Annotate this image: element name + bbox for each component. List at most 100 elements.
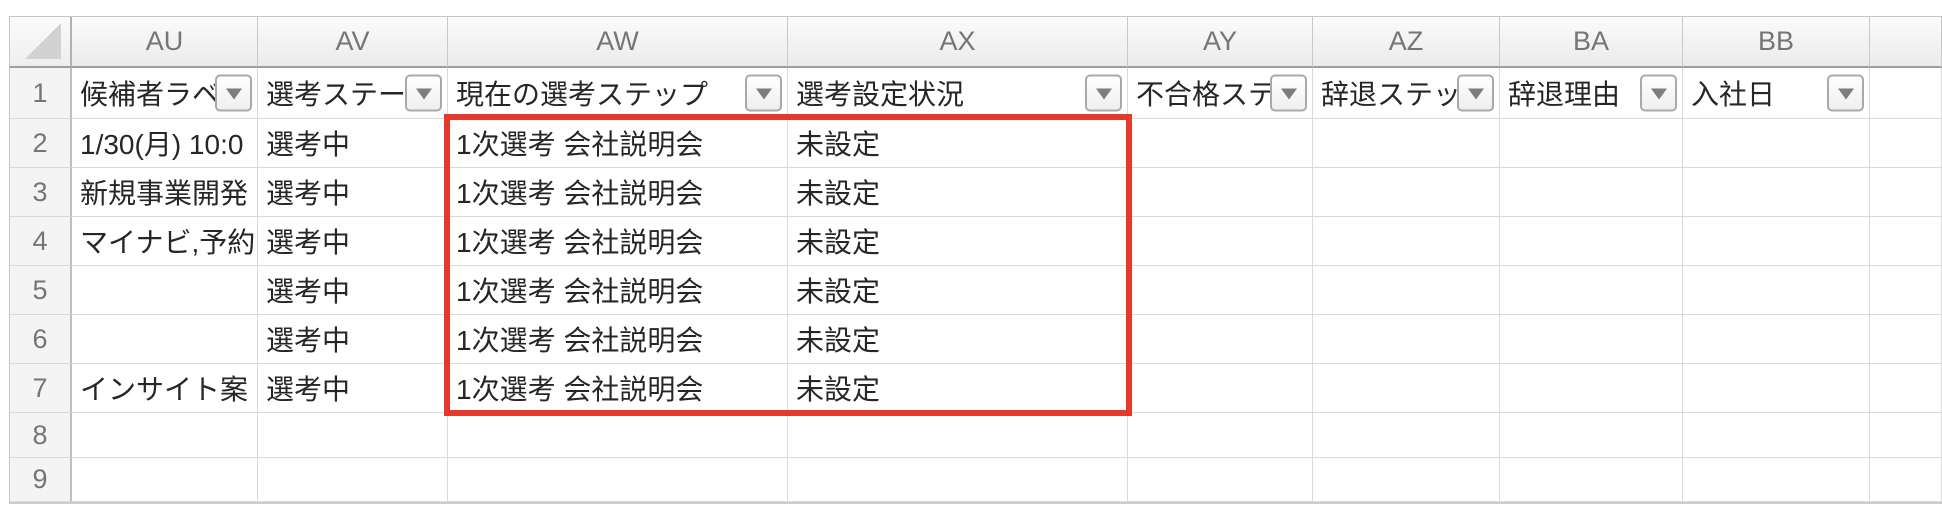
cell-partial-8[interactable] bbox=[1870, 413, 1942, 458]
cell-AZ9[interactable] bbox=[1313, 458, 1500, 502]
column-header-partial[interactable] bbox=[1870, 17, 1942, 68]
column-header-BA[interactable]: BA bbox=[1500, 17, 1683, 68]
cell-AU9[interactable] bbox=[72, 458, 258, 502]
cell-AX8[interactable] bbox=[788, 413, 1128, 458]
cell-AW4[interactable]: 1次選考 会社説明会 bbox=[448, 217, 788, 266]
cell-AW9[interactable] bbox=[448, 458, 788, 502]
cell-partial-4[interactable] bbox=[1870, 217, 1942, 266]
filter-button-BA[interactable] bbox=[1640, 74, 1677, 112]
row-header-7[interactable]: 7 bbox=[10, 364, 72, 413]
cell-AU7[interactable]: インサイト案 bbox=[72, 364, 258, 413]
cell-AZ1[interactable]: 辞退ステッ bbox=[1313, 68, 1500, 119]
cell-AZ8[interactable] bbox=[1313, 413, 1500, 458]
cell-BA2[interactable] bbox=[1500, 119, 1683, 168]
cell-AX3[interactable]: 未設定 bbox=[788, 168, 1128, 217]
row-header-6[interactable]: 6 bbox=[10, 315, 72, 364]
filter-button-AZ[interactable] bbox=[1457, 74, 1494, 112]
filter-button-AY[interactable] bbox=[1270, 74, 1307, 112]
cell-AY7[interactable] bbox=[1128, 364, 1313, 413]
row-header-3[interactable]: 3 bbox=[10, 168, 72, 217]
filter-button-AV[interactable] bbox=[405, 74, 442, 112]
cell-AY8[interactable] bbox=[1128, 413, 1313, 458]
filter-button-AX[interactable] bbox=[1085, 74, 1122, 112]
cell-BA1[interactable]: 辞退理由 bbox=[1500, 68, 1683, 119]
column-header-AZ[interactable]: AZ bbox=[1313, 17, 1500, 68]
cell-BB7[interactable] bbox=[1683, 364, 1870, 413]
cell-AU2[interactable]: 1/30(月) 10:0 bbox=[72, 119, 258, 168]
cell-BB8[interactable] bbox=[1683, 413, 1870, 458]
cell-AX6[interactable]: 未設定 bbox=[788, 315, 1128, 364]
cell-AZ6[interactable] bbox=[1313, 315, 1500, 364]
cell-AV9[interactable] bbox=[258, 458, 448, 502]
cell-partial-5[interactable] bbox=[1870, 266, 1942, 315]
row-header-2[interactable]: 2 bbox=[10, 119, 72, 168]
filter-button-BB[interactable] bbox=[1827, 74, 1864, 112]
cell-AV4[interactable]: 選考中 bbox=[258, 217, 448, 266]
cell-AX9[interactable] bbox=[788, 458, 1128, 502]
cell-AZ3[interactable] bbox=[1313, 168, 1500, 217]
column-header-BB[interactable]: BB bbox=[1683, 17, 1870, 68]
column-header-AU[interactable]: AU bbox=[72, 17, 258, 68]
cell-BA9[interactable] bbox=[1500, 458, 1683, 502]
cell-partial-3[interactable] bbox=[1870, 168, 1942, 217]
row-header-4[interactable]: 4 bbox=[10, 217, 72, 266]
cell-AW1[interactable]: 現在の選考ステップ bbox=[448, 68, 788, 119]
cell-AW6[interactable]: 1次選考 会社説明会 bbox=[448, 315, 788, 364]
column-header-AY[interactable]: AY bbox=[1128, 17, 1313, 68]
cell-AZ7[interactable] bbox=[1313, 364, 1500, 413]
select-all-corner[interactable] bbox=[10, 17, 72, 68]
cell-AV5[interactable]: 選考中 bbox=[258, 266, 448, 315]
cell-AY6[interactable] bbox=[1128, 315, 1313, 364]
cell-AU4[interactable]: マイナビ,予約 bbox=[72, 217, 258, 266]
cell-AZ5[interactable] bbox=[1313, 266, 1500, 315]
cell-AY4[interactable] bbox=[1128, 217, 1313, 266]
cell-AX2[interactable]: 未設定 bbox=[788, 119, 1128, 168]
filter-button-AW[interactable] bbox=[745, 74, 782, 112]
cell-AW7[interactable]: 1次選考 会社説明会 bbox=[448, 364, 788, 413]
cell-partial-1[interactable] bbox=[1870, 68, 1942, 119]
column-header-AW[interactable]: AW bbox=[448, 17, 788, 68]
filter-button-AU[interactable] bbox=[215, 74, 252, 112]
cell-AX4[interactable]: 未設定 bbox=[788, 217, 1128, 266]
cell-BB1[interactable]: 入社日 bbox=[1683, 68, 1870, 119]
cell-AV1[interactable]: 選考ステー bbox=[258, 68, 448, 119]
cell-AW3[interactable]: 1次選考 会社説明会 bbox=[448, 168, 788, 217]
cell-AZ4[interactable] bbox=[1313, 217, 1500, 266]
row-header-5[interactable]: 5 bbox=[10, 266, 72, 315]
cell-AW8[interactable] bbox=[448, 413, 788, 458]
column-header-AV[interactable]: AV bbox=[258, 17, 448, 68]
cell-BB5[interactable] bbox=[1683, 266, 1870, 315]
cell-AY5[interactable] bbox=[1128, 266, 1313, 315]
cell-AV2[interactable]: 選考中 bbox=[258, 119, 448, 168]
cell-BB2[interactable] bbox=[1683, 119, 1870, 168]
cell-BA5[interactable] bbox=[1500, 266, 1683, 315]
cell-partial-2[interactable] bbox=[1870, 119, 1942, 168]
cell-partial-7[interactable] bbox=[1870, 364, 1942, 413]
cell-AX5[interactable]: 未設定 bbox=[788, 266, 1128, 315]
cell-AV3[interactable]: 選考中 bbox=[258, 168, 448, 217]
cell-AX1[interactable]: 選考設定状況 bbox=[788, 68, 1128, 119]
cell-AW2[interactable]: 1次選考 会社説明会 bbox=[448, 119, 788, 168]
cell-partial-9[interactable] bbox=[1870, 458, 1942, 502]
cell-AY9[interactable] bbox=[1128, 458, 1313, 502]
row-header-1[interactable]: 1 bbox=[10, 68, 72, 119]
cell-AV8[interactable] bbox=[258, 413, 448, 458]
cell-AY2[interactable] bbox=[1128, 119, 1313, 168]
cell-AU5[interactable] bbox=[72, 266, 258, 315]
cell-BA7[interactable] bbox=[1500, 364, 1683, 413]
cell-BA6[interactable] bbox=[1500, 315, 1683, 364]
cell-BB4[interactable] bbox=[1683, 217, 1870, 266]
cell-BA4[interactable] bbox=[1500, 217, 1683, 266]
cell-BA8[interactable] bbox=[1500, 413, 1683, 458]
cell-partial-6[interactable] bbox=[1870, 315, 1942, 364]
cell-BB6[interactable] bbox=[1683, 315, 1870, 364]
cell-AW5[interactable]: 1次選考 会社説明会 bbox=[448, 266, 788, 315]
cell-BB9[interactable] bbox=[1683, 458, 1870, 502]
column-header-AX[interactable]: AX bbox=[788, 17, 1128, 68]
cell-AU6[interactable] bbox=[72, 315, 258, 364]
cell-BB3[interactable] bbox=[1683, 168, 1870, 217]
cell-AU3[interactable]: 新規事業開発 bbox=[72, 168, 258, 217]
cell-BA3[interactable] bbox=[1500, 168, 1683, 217]
cell-AU1[interactable]: 候補者ラベ bbox=[72, 68, 258, 119]
row-header-9[interactable]: 9 bbox=[10, 458, 72, 502]
